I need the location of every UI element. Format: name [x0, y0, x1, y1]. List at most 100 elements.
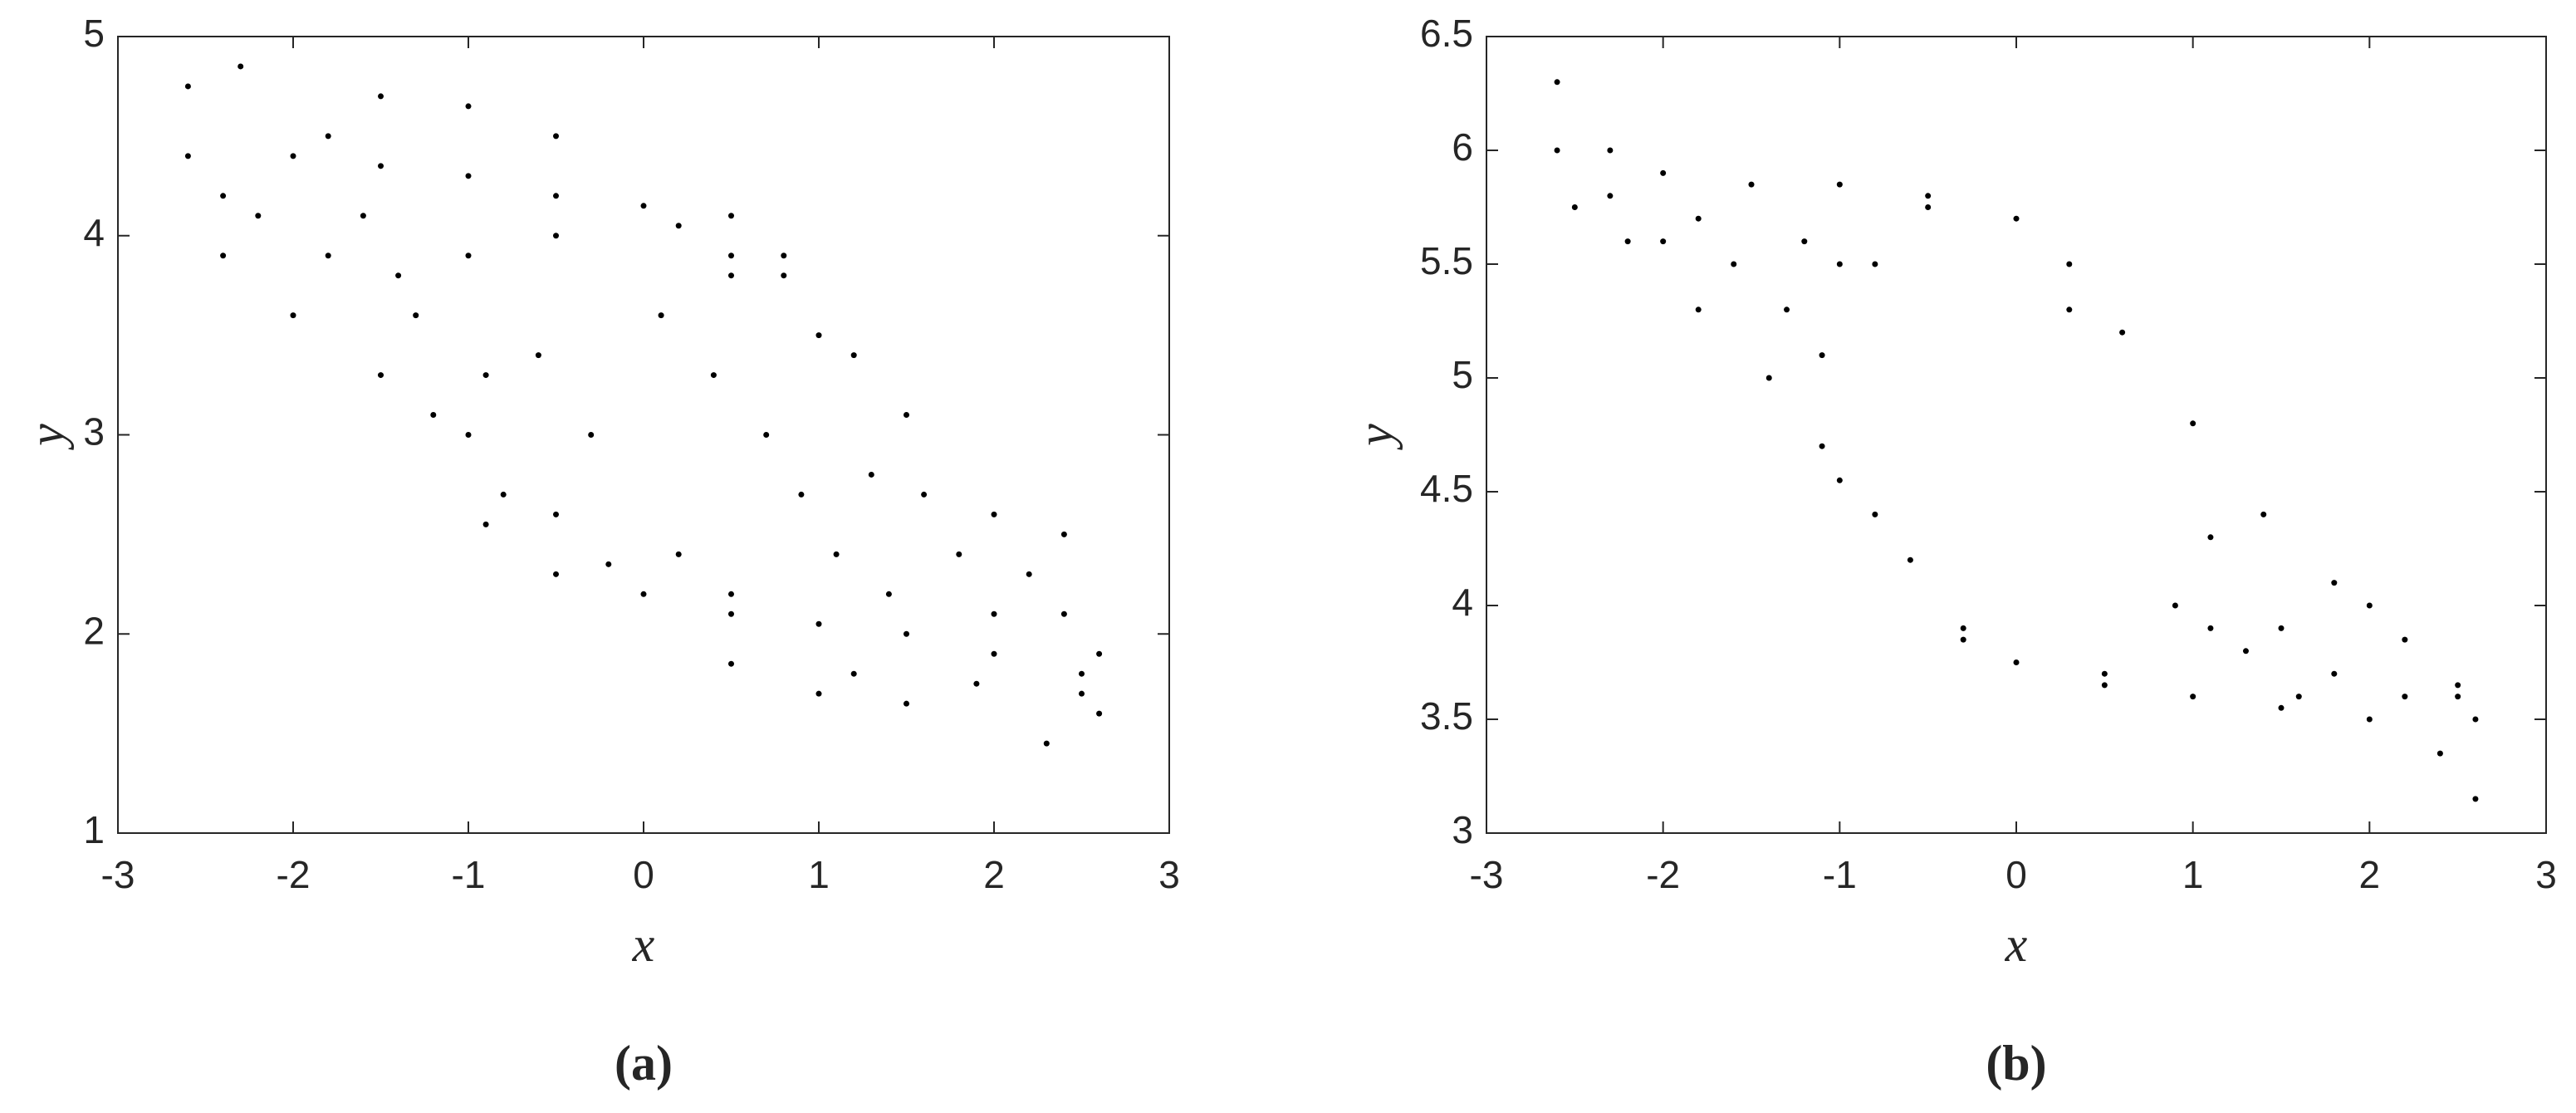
point	[378, 163, 384, 169]
x-tick-label: 2	[2359, 853, 2381, 896]
point	[220, 193, 227, 199]
point	[2366, 716, 2373, 723]
point	[991, 511, 997, 517]
point	[1624, 238, 1631, 245]
point	[2172, 602, 2178, 609]
point	[1554, 79, 1560, 86]
point	[360, 213, 366, 219]
x-tick-label: -3	[101, 853, 135, 896]
x-tick-label: -2	[277, 853, 311, 896]
point	[500, 491, 507, 498]
point	[430, 412, 437, 419]
y-tick-label: 6.5	[1420, 12, 1473, 55]
point	[1096, 710, 1103, 717]
point	[675, 223, 682, 229]
point	[904, 630, 909, 637]
point	[255, 213, 262, 219]
point	[220, 253, 227, 259]
point	[1660, 169, 1667, 176]
point	[1079, 690, 1085, 697]
point	[1571, 204, 1578, 210]
point	[553, 511, 559, 517]
x-tick-label: -3	[1470, 853, 1504, 896]
point	[1554, 147, 1560, 154]
y-tick-label: 3	[83, 410, 105, 454]
point	[553, 133, 559, 140]
y-tick-label: 1	[83, 808, 105, 851]
y-tick-label: 4.5	[1420, 467, 1473, 510]
point	[2278, 704, 2285, 711]
point	[2402, 694, 2408, 700]
point	[553, 571, 559, 577]
point	[728, 213, 734, 219]
point	[2190, 420, 2196, 427]
point	[1043, 740, 1050, 747]
point	[763, 432, 770, 438]
point	[2013, 215, 2020, 222]
point	[2207, 534, 2214, 541]
point	[184, 153, 191, 159]
point	[921, 491, 928, 498]
point	[2455, 682, 2461, 689]
y-tick-label: 2	[83, 609, 105, 652]
point	[2295, 694, 2302, 700]
point	[815, 332, 822, 339]
plot-area	[117, 36, 1170, 834]
point	[728, 610, 734, 617]
point	[728, 591, 734, 597]
point	[1907, 556, 1913, 563]
point	[1695, 215, 1702, 222]
y-tick-label: 4	[83, 211, 105, 254]
point	[991, 650, 997, 657]
point	[378, 372, 384, 379]
point	[1765, 375, 1772, 381]
point	[2331, 580, 2338, 586]
point	[465, 173, 472, 179]
point	[1836, 181, 1843, 188]
point	[2242, 648, 2249, 655]
point	[2331, 670, 2338, 677]
point	[465, 432, 472, 438]
point	[815, 690, 822, 697]
point	[290, 153, 296, 159]
point	[1784, 306, 1790, 313]
point	[781, 253, 787, 259]
point	[1079, 670, 1085, 677]
point	[1836, 261, 1843, 267]
point	[482, 521, 489, 527]
point	[1695, 306, 1702, 313]
point	[184, 83, 191, 90]
point	[2066, 306, 2073, 313]
point	[850, 352, 857, 359]
y-tick-label: 5	[1452, 353, 1473, 396]
point	[1748, 181, 1755, 188]
point	[2119, 329, 2126, 336]
point	[2260, 511, 2267, 517]
point	[588, 432, 595, 438]
point	[482, 372, 489, 379]
point	[1607, 147, 1614, 154]
point	[2101, 670, 2108, 677]
point	[1960, 625, 1966, 631]
point	[2207, 625, 2214, 631]
point	[973, 680, 980, 687]
point	[798, 491, 805, 498]
point	[1925, 193, 1932, 199]
point	[885, 591, 892, 597]
x-axis-label: x	[632, 917, 655, 972]
point	[1060, 531, 1067, 537]
point	[1960, 636, 1966, 643]
point	[535, 352, 541, 359]
point	[904, 412, 909, 419]
y-tick-label: 3	[1452, 808, 1473, 851]
point	[465, 253, 472, 259]
point	[2190, 694, 2196, 700]
point	[833, 551, 840, 557]
x-tick-label: 1	[808, 853, 830, 896]
x-tick-label: 0	[2005, 853, 2027, 896]
point	[728, 660, 734, 667]
y-tick-label: 3.5	[1420, 694, 1473, 738]
point	[1819, 443, 1825, 449]
